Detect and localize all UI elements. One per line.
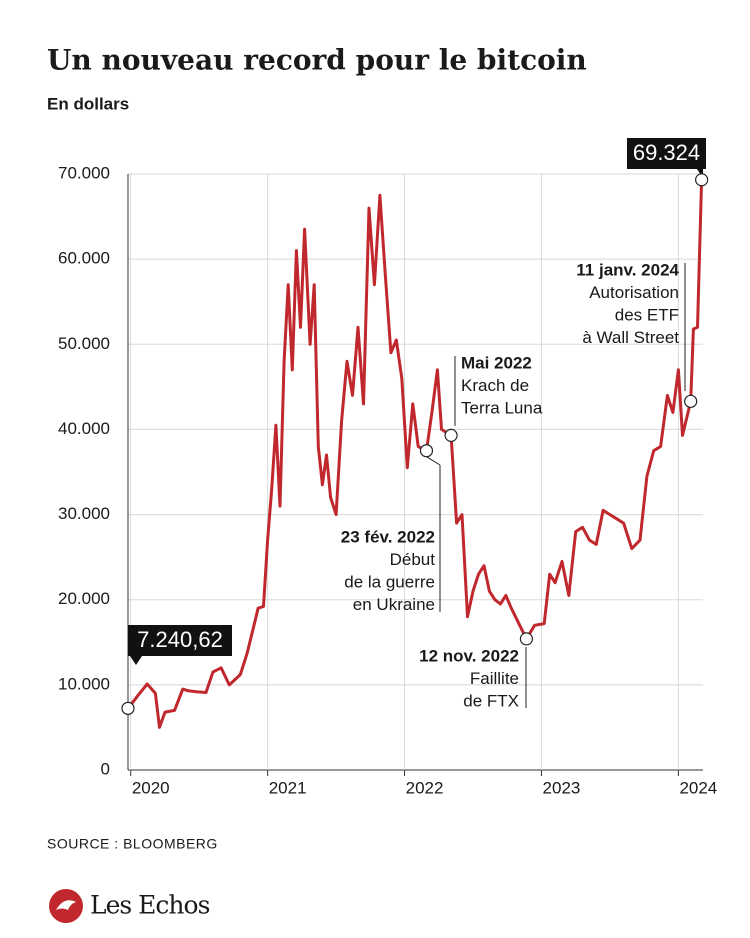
y-tick-label: 20.000 [58, 589, 110, 608]
brand-logo-bird [56, 900, 76, 910]
x-tick-label: 2021 [269, 778, 307, 797]
annotation-text: des ETF [615, 305, 679, 324]
y-tick-label: 50.000 [58, 334, 110, 353]
callout-box [627, 138, 706, 169]
annotation-text: à Wall Street [582, 328, 679, 347]
brand: Les Echos [90, 891, 210, 920]
point-marker [444, 428, 458, 442]
annotation-date: 23 fév. 2022 [341, 527, 435, 546]
y-tick-label: 0 [101, 759, 110, 778]
x-tick-label: 2022 [406, 778, 444, 797]
annotation-text: Autorisation [589, 283, 679, 302]
annotation-text: Début [390, 550, 436, 569]
point-marker [419, 444, 434, 458]
callout-label: 69.324 [633, 140, 700, 165]
point-marker [684, 394, 698, 408]
annotation-date: 12 nov. 2022 [419, 646, 519, 665]
source: SOURCE : BLOOMBERG [47, 836, 218, 852]
point-marker [121, 701, 135, 715]
annotation-date: Mai 2022 [461, 353, 532, 372]
y-tick-label: 40.000 [58, 419, 110, 438]
annotation-leader [426, 456, 441, 466]
annotation-text: en Ukraine [353, 595, 435, 614]
x-tick-label: 2024 [679, 778, 717, 797]
point-marker [695, 173, 709, 187]
chart-title: Un nouveau record pour le bitcoin [47, 44, 587, 77]
annotation-text: de la guerre [344, 572, 435, 591]
x-tick-label: 2020 [132, 778, 170, 797]
annotation-text: de FTX [463, 691, 519, 710]
callout-box [128, 625, 232, 656]
price-line [126, 179, 704, 729]
y-tick-label: 30.000 [58, 504, 110, 523]
y-tick-label: 60.000 [58, 249, 110, 268]
annotation-text: Krach de [461, 376, 529, 395]
annotation-text: Faillite [470, 669, 519, 688]
annotation-text: Terra Luna [461, 398, 543, 417]
callout-pointer [130, 656, 142, 665]
y-tick-label: 70.000 [58, 163, 110, 182]
callout-label: 7.240,62 [137, 627, 223, 652]
x-tick-label: 2023 [543, 778, 581, 797]
annotation-date: 11 janv. 2024 [576, 260, 679, 279]
chart-subtitle: En dollars [47, 94, 129, 113]
y-tick-label: 10.000 [58, 674, 110, 693]
point-marker [519, 632, 533, 646]
